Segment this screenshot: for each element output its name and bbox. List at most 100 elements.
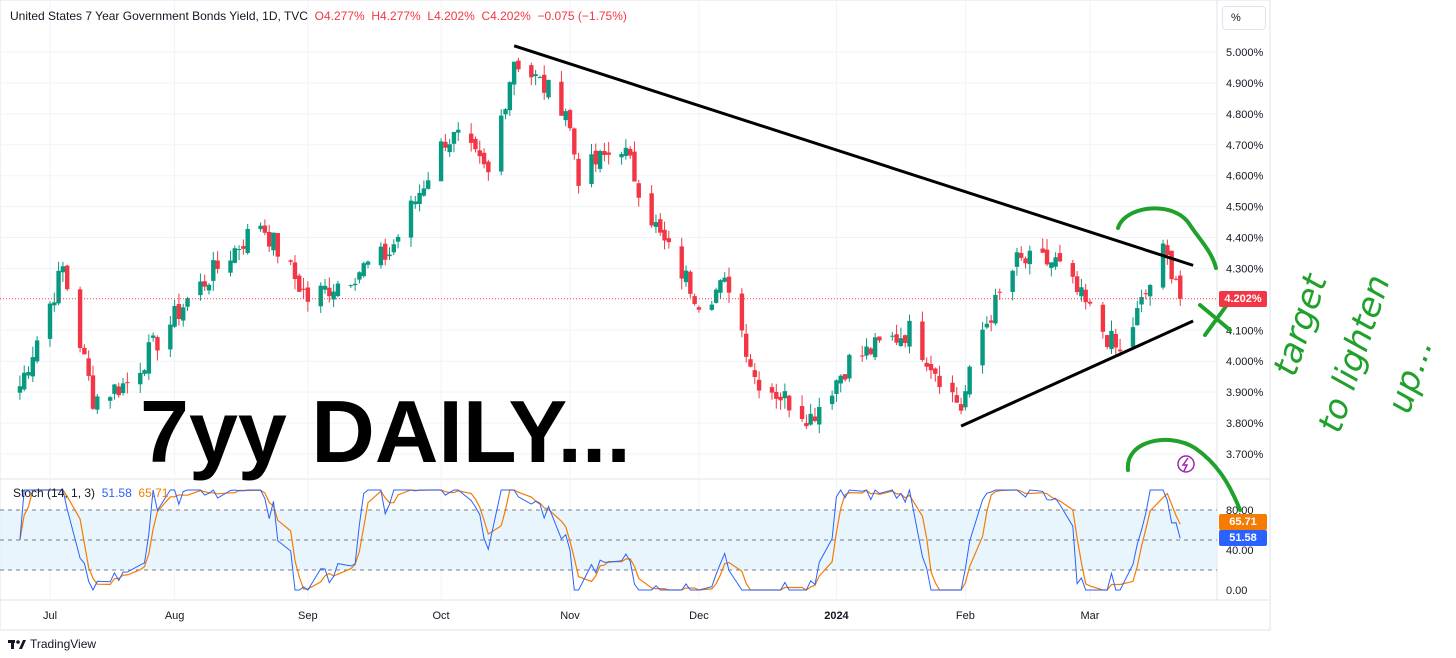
candle-body bbox=[808, 413, 813, 425]
candle-body bbox=[155, 337, 160, 351]
candle-body bbox=[563, 111, 568, 121]
candle-body bbox=[181, 307, 186, 321]
candle-body bbox=[1160, 243, 1166, 288]
stoch-header: Stoch (14, 1, 3) 51.58 65.71 bbox=[13, 486, 168, 500]
candle-body bbox=[331, 291, 336, 300]
candle-body bbox=[1044, 249, 1050, 265]
candle-body bbox=[718, 280, 723, 293]
candle-body bbox=[90, 375, 96, 409]
candle-body bbox=[623, 147, 629, 156]
candle-body bbox=[245, 228, 250, 253]
candle-body bbox=[542, 74, 547, 93]
handwritten-line-1: target bbox=[1266, 268, 1337, 381]
stoch-d-badge: 65.71 bbox=[1219, 514, 1267, 530]
candle-body bbox=[1169, 250, 1174, 280]
candle-body bbox=[713, 289, 719, 303]
candle-body bbox=[696, 307, 702, 310]
candle-body bbox=[812, 416, 818, 421]
candle-body bbox=[662, 229, 667, 241]
high-value: H4.277% bbox=[371, 9, 421, 23]
candle-body bbox=[352, 283, 358, 286]
candle-body bbox=[649, 193, 654, 226]
stoch-tick-label: 40.00 bbox=[1226, 545, 1254, 557]
brand[interactable]: TradingView bbox=[8, 637, 96, 651]
candle-body bbox=[920, 321, 925, 360]
candle-body bbox=[653, 222, 659, 227]
candle-body bbox=[597, 151, 603, 169]
candle-body bbox=[988, 320, 994, 323]
candle-body bbox=[1074, 276, 1080, 293]
y-tick-label: 4.600% bbox=[1226, 171, 1264, 183]
y-tick-label: 3.900% bbox=[1226, 387, 1264, 399]
candle-body bbox=[1117, 349, 1123, 352]
candle-body bbox=[408, 200, 414, 238]
candle-body bbox=[288, 260, 293, 262]
candle-body bbox=[752, 370, 757, 377]
candle-body bbox=[297, 275, 302, 292]
candle-body bbox=[529, 65, 534, 78]
candle-body bbox=[954, 395, 959, 403]
candle-body bbox=[774, 391, 779, 399]
y-tick-label: 3.700% bbox=[1226, 449, 1264, 461]
candle-body bbox=[683, 270, 689, 283]
candle-body bbox=[365, 261, 371, 265]
candle-body bbox=[872, 337, 878, 358]
candle-body bbox=[877, 336, 882, 341]
candle-body bbox=[425, 180, 431, 189]
candle-body bbox=[507, 82, 513, 111]
candle-body bbox=[726, 276, 732, 293]
candle-body bbox=[1178, 275, 1183, 299]
candle-body bbox=[997, 291, 1002, 293]
candle-body bbox=[619, 154, 624, 158]
candle-body bbox=[215, 260, 220, 269]
candle-body bbox=[107, 397, 113, 401]
x-tick-label: Nov bbox=[560, 610, 580, 622]
lightning-icon[interactable] bbox=[1177, 455, 1195, 473]
candle-body bbox=[786, 395, 792, 411]
candle-body bbox=[688, 271, 693, 294]
candle-body bbox=[348, 285, 354, 287]
candle-body bbox=[658, 219, 663, 233]
candle-body bbox=[602, 150, 607, 155]
candle-body bbox=[305, 287, 311, 302]
candle-body bbox=[838, 375, 843, 384]
candle-body bbox=[456, 129, 461, 133]
candle-body bbox=[146, 342, 152, 374]
symbol-title: United States 7 Year Government Bonds Yi… bbox=[10, 9, 308, 23]
candle-body bbox=[168, 324, 173, 350]
y-tick-label: 4.400% bbox=[1226, 233, 1264, 245]
candle-body bbox=[636, 183, 641, 198]
x-tick-label: Sep bbox=[298, 610, 318, 622]
unit-button[interactable]: % bbox=[1222, 6, 1266, 30]
candle-body bbox=[898, 338, 904, 346]
candle-body bbox=[1083, 289, 1088, 303]
candle-body bbox=[799, 405, 805, 420]
x-tick-label: Oct bbox=[433, 610, 450, 622]
candle-body bbox=[198, 281, 203, 296]
candle-body bbox=[451, 131, 457, 144]
candle-body bbox=[1070, 263, 1076, 277]
candle-body bbox=[172, 306, 177, 327]
y-tick-label: 4.500% bbox=[1226, 202, 1264, 214]
candle-body bbox=[52, 302, 57, 306]
trendline[interactable] bbox=[513, 44, 1194, 267]
trendline[interactable] bbox=[960, 319, 1194, 428]
stoch-k-badge: 51.58 bbox=[1219, 530, 1267, 546]
candle-body bbox=[778, 396, 783, 401]
candle-body bbox=[499, 115, 504, 172]
y-tick-label: 4.800% bbox=[1226, 109, 1264, 121]
candle-body bbox=[468, 133, 474, 143]
x-tick-label: Jul bbox=[43, 610, 57, 622]
candle-body bbox=[511, 61, 517, 85]
candle-body bbox=[847, 354, 852, 379]
candle-body bbox=[546, 79, 551, 98]
candle-body bbox=[950, 382, 955, 393]
x-tick-label: Mar bbox=[1081, 610, 1100, 622]
candle-body bbox=[1173, 278, 1179, 280]
candle-body bbox=[271, 232, 276, 251]
candle-body bbox=[1147, 284, 1153, 297]
candle-body bbox=[262, 225, 268, 233]
candle-body bbox=[361, 263, 366, 277]
candle-body bbox=[211, 260, 216, 281]
